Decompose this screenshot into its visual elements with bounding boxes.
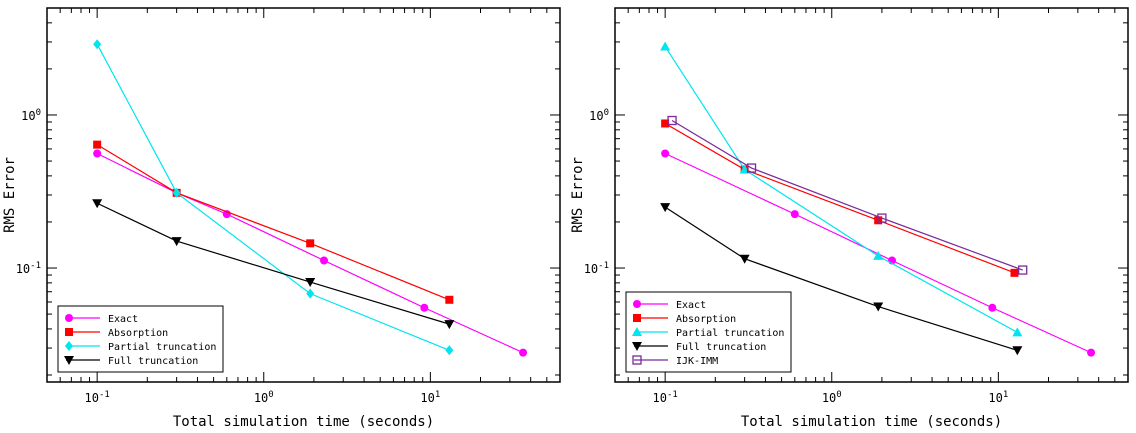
y-axis-label: RMS Error: [2, 157, 18, 233]
series-full-truncation: [660, 203, 1023, 356]
series-ijk-imm: [667, 115, 1028, 275]
data-point: [445, 345, 454, 356]
y-tick-label: 100: [589, 108, 609, 123]
legend-label: Absorption: [676, 314, 736, 325]
data-point: [873, 250, 884, 260]
series-partial-truncation: [93, 39, 454, 356]
x-tick-label: 10-1: [85, 390, 110, 405]
chart-left: 10-1 100 101 10-1 100 Total simulation time (…: [2, 7, 561, 430]
x-tick-label: 101: [420, 390, 440, 405]
legend-marker: [65, 341, 73, 351]
legend-item: Absorption: [633, 314, 736, 325]
legend-item: Absorption: [65, 328, 168, 339]
series-line: [664, 46, 1018, 333]
legend-label: Full truncation: [108, 356, 198, 367]
series-partial-truncation: [660, 41, 1023, 337]
y-tick-label: 10-1: [16, 261, 41, 276]
legend-box: [57, 305, 224, 373]
series-absorption: [93, 140, 454, 304]
data-point: [420, 303, 429, 312]
x-axis-label: Total simulation time (seconds): [741, 414, 1002, 430]
legend-label: Absorption: [108, 328, 168, 339]
data-point: [1018, 265, 1028, 275]
x-axis-label: Total simulation time (seconds): [173, 414, 434, 430]
legend-marker: [632, 342, 642, 351]
series-exact: [661, 149, 1096, 357]
legend-item: Partial truncation: [65, 341, 216, 353]
data-point: [661, 119, 670, 128]
legend-marker: [632, 355, 642, 365]
data-point: [660, 41, 671, 51]
data-point: [988, 303, 997, 312]
data-point: [790, 210, 799, 219]
series-full-truncation: [92, 199, 455, 330]
data-point: [444, 320, 455, 330]
legend-item: Exact: [65, 314, 138, 325]
legend-marker: [632, 327, 642, 336]
data-point: [93, 39, 102, 50]
x-tick-label: 10-1: [653, 390, 678, 405]
data-point: [746, 163, 757, 173]
data-point: [93, 140, 102, 149]
data-point: [519, 348, 528, 357]
legend-marker: [633, 300, 641, 308]
legend-label: Exact: [676, 300, 706, 311]
data-point: [667, 115, 677, 126]
data-point: [1012, 346, 1023, 356]
series-line: [671, 120, 1023, 271]
data-point: [306, 288, 315, 299]
series-line: [664, 122, 1015, 274]
legend-item: Full truncation: [632, 342, 766, 353]
series-line: [96, 202, 450, 325]
data-point: [172, 187, 181, 198]
series-line: [96, 43, 450, 351]
data-point: [306, 239, 315, 248]
legend-marker: [633, 314, 641, 322]
legend: Exact Absorption Partial truncation Full tr…: [57, 305, 224, 373]
legend-label: Partial truncation: [676, 328, 784, 339]
legend-label: Full truncation: [676, 342, 766, 353]
legend-marker: [64, 356, 74, 365]
legend-item: Partial truncation: [632, 327, 784, 339]
legend-marker: [65, 328, 73, 336]
legend-label: Exact: [108, 314, 138, 325]
x-tick-label: 101: [988, 390, 1008, 405]
data-point: [877, 213, 887, 223]
data-point: [661, 149, 670, 158]
data-point: [445, 295, 454, 304]
legend-label: Partial truncation: [108, 342, 216, 353]
legend-item: Full truncation: [64, 356, 198, 367]
y-tick-label: 10-1: [584, 261, 609, 276]
data-point: [660, 203, 671, 213]
chart-right: 10-1 100 101 10-1 100 Total simulation time (…: [570, 7, 1129, 430]
data-point: [1010, 268, 1019, 277]
data-point: [305, 278, 316, 288]
y-axis-label: RMS Error: [570, 157, 586, 233]
series-line: [664, 206, 1018, 351]
legend-marker: [65, 314, 73, 322]
data-point: [1087, 348, 1096, 357]
legend-item: IJK-IMM: [632, 355, 718, 367]
data-point: [92, 199, 103, 209]
data-point: [171, 237, 182, 247]
legend-label: IJK-IMM: [676, 356, 718, 367]
data-point: [873, 302, 884, 312]
legend-item: Exact: [633, 300, 706, 311]
data-point: [320, 256, 329, 265]
y-tick-label: 100: [21, 108, 41, 123]
data-point: [1012, 327, 1023, 337]
x-tick-label: 100: [822, 390, 842, 405]
data-point: [739, 254, 750, 264]
x-tick-label: 100: [254, 390, 274, 405]
series-line: [96, 144, 450, 301]
data-point: [93, 149, 102, 158]
legend: Exact Absorption Partial truncation Full tr…: [625, 291, 792, 373]
series-absorption: [661, 119, 1019, 277]
series-line: [96, 152, 524, 354]
